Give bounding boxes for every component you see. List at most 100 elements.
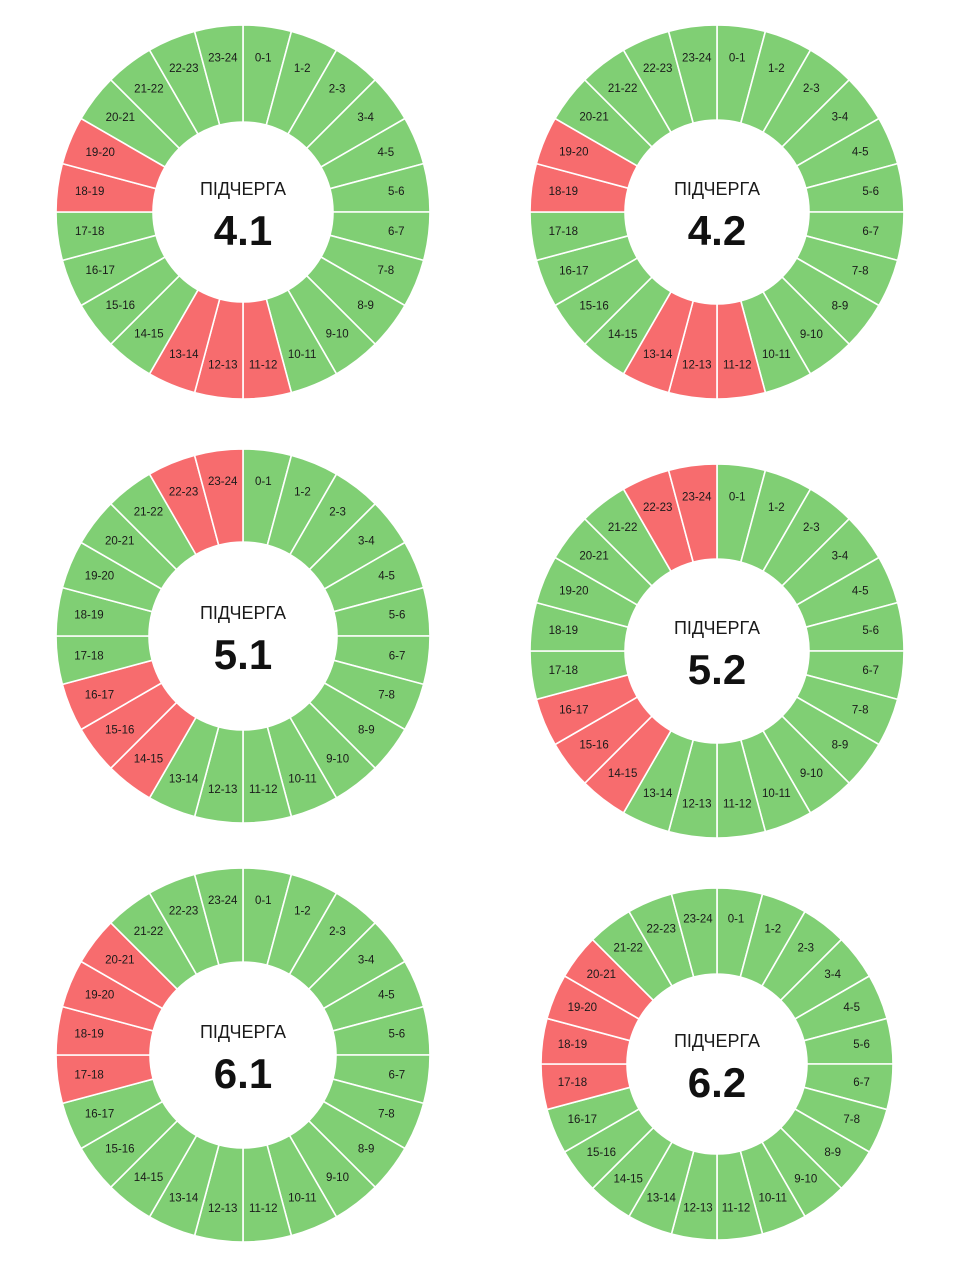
hour-label: 19-20 (85, 990, 114, 1002)
center-caption: ПІДЧЕРГА (200, 179, 286, 199)
hour-label: 6-7 (862, 665, 879, 677)
hour-label: 13-14 (646, 1193, 676, 1205)
hour-label: 10-11 (762, 349, 791, 361)
center-number: 4.1 (214, 207, 272, 254)
hour-label: 23-24 (682, 491, 712, 503)
center-caption: ПІДЧЕРГА (200, 603, 286, 623)
hour-label: 16-17 (559, 265, 588, 277)
donut-chart-4-1: 0-1 1-2 2-3 3-4 4-5 5-6 6-7 7-8 8-9 9-10 10-11 11-1… (55, 24, 431, 400)
hour-label: 20-21 (579, 551, 608, 563)
hour-label: 16-17 (568, 1114, 597, 1126)
hour-label: 9-10 (800, 768, 823, 780)
center-number: 6.1 (214, 1050, 272, 1097)
hour-label: 3-4 (832, 551, 849, 563)
hour-label: 10-11 (762, 788, 791, 800)
donut-chart-6-2: 0-1 1-2 2-3 3-4 4-5 5-6 6-7 7-8 8-9 9-10 10-11 11-1… (540, 887, 894, 1241)
hour-label: 20-21 (105, 955, 134, 967)
hour-label: 11-12 (723, 360, 752, 372)
hour-label: 22-23 (643, 63, 672, 75)
hour-label: 5-6 (853, 1039, 870, 1051)
hour-label: 13-14 (169, 774, 199, 786)
hour-label: 21-22 (134, 926, 163, 938)
hour-label: 9-10 (800, 329, 823, 341)
hour-label: 11-12 (249, 359, 278, 371)
hour-label: 22-23 (169, 906, 198, 918)
hour-label: 8-9 (357, 300, 374, 312)
hour-label: 19-20 (559, 147, 588, 159)
hour-label: 17-18 (558, 1077, 587, 1089)
hour-label: 21-22 (608, 522, 637, 534)
hour-label: 4-5 (378, 990, 395, 1002)
hour-label: 14-15 (134, 1172, 163, 1184)
segment-23-24 (193, 867, 244, 967)
hour-label: 11-12 (249, 784, 278, 796)
hour-label: 23-24 (208, 53, 238, 65)
hour-label: 3-4 (358, 535, 375, 547)
hour-label: 1-2 (768, 63, 785, 75)
hour-label: 7-8 (843, 1114, 860, 1126)
hour-label: 13-14 (169, 1192, 199, 1204)
hour-label: 12-13 (682, 799, 711, 811)
hour-label: 0-1 (729, 491, 746, 503)
hour-label: 4-5 (852, 586, 869, 598)
hour-label: 8-9 (358, 1143, 375, 1155)
hour-label: 22-23 (169, 486, 198, 498)
hour-label: 4-5 (843, 1002, 860, 1014)
hour-label: 14-15 (134, 329, 163, 341)
center-number: 6.2 (688, 1059, 746, 1106)
hour-label: 16-17 (85, 265, 114, 277)
hour-label: 15-16 (105, 725, 134, 737)
hour-label: 10-11 (288, 349, 317, 361)
donut-chart-5-2: 0-1 1-2 2-3 3-4 4-5 5-6 6-7 7-8 8-9 9-10 10-11 11-1… (529, 463, 905, 839)
hour-label: 2-3 (329, 926, 346, 938)
hour-label: 5-6 (862, 625, 879, 637)
hour-label: 2-3 (329, 83, 346, 95)
hour-label: 12-13 (683, 1203, 712, 1215)
hour-label: 1-2 (294, 63, 311, 75)
hour-label: 1-2 (768, 502, 785, 514)
hour-label: 15-16 (579, 739, 608, 751)
center-number: 4.2 (688, 207, 746, 254)
hour-label: 18-19 (558, 1039, 587, 1051)
hour-label: 23-24 (682, 52, 712, 64)
hour-label: 9-10 (794, 1174, 817, 1186)
hour-label: 0-1 (255, 53, 272, 65)
segment-23-24 (193, 448, 244, 547)
hour-label: 15-16 (579, 300, 608, 312)
hour-label: 16-17 (559, 704, 588, 716)
hour-label: 18-19 (549, 186, 578, 198)
hour-label: 20-21 (579, 112, 608, 124)
hour-label: 2-3 (803, 522, 820, 534)
hour-label: 3-4 (358, 955, 375, 967)
segment-23-24 (667, 24, 718, 125)
hour-label: 15-16 (587, 1147, 616, 1159)
hour-label: 1-2 (294, 906, 311, 918)
hour-label: 5-6 (388, 186, 405, 198)
hour-label: 6-7 (389, 1069, 406, 1081)
hour-label: 1-2 (764, 923, 781, 935)
hour-label: 14-15 (614, 1174, 643, 1186)
hour-label: 11-12 (722, 1203, 751, 1215)
hour-label: 4-5 (378, 147, 395, 159)
hour-label: 15-16 (106, 300, 135, 312)
hour-label: 9-10 (326, 753, 349, 765)
hour-label: 18-19 (74, 610, 103, 622)
hour-label: 7-8 (852, 265, 869, 277)
hour-label: 3-4 (357, 112, 374, 124)
hour-label: 12-13 (682, 360, 711, 372)
hour-label: 14-15 (608, 329, 637, 341)
hour-label: 7-8 (378, 265, 395, 277)
hour-label: 9-10 (326, 1172, 349, 1184)
donut-chart-5-1: 0-1 1-2 2-3 3-4 4-5 5-6 6-7 7-8 8-9 9-10 10-11 11-1… (55, 448, 431, 824)
center-caption: ПІДЧЕРГА (674, 179, 760, 199)
hour-label: 21-22 (608, 83, 637, 95)
hour-label: 17-18 (75, 226, 104, 238)
hour-label: 13-14 (643, 349, 673, 361)
hour-label: 17-18 (74, 650, 103, 662)
hour-label: 2-3 (803, 83, 820, 95)
hour-label: 4-5 (378, 571, 395, 583)
hour-label: 19-20 (85, 571, 114, 583)
hour-label: 10-11 (759, 1193, 788, 1205)
hour-label: 1-2 (294, 486, 311, 498)
hour-label: 20-21 (105, 535, 134, 547)
